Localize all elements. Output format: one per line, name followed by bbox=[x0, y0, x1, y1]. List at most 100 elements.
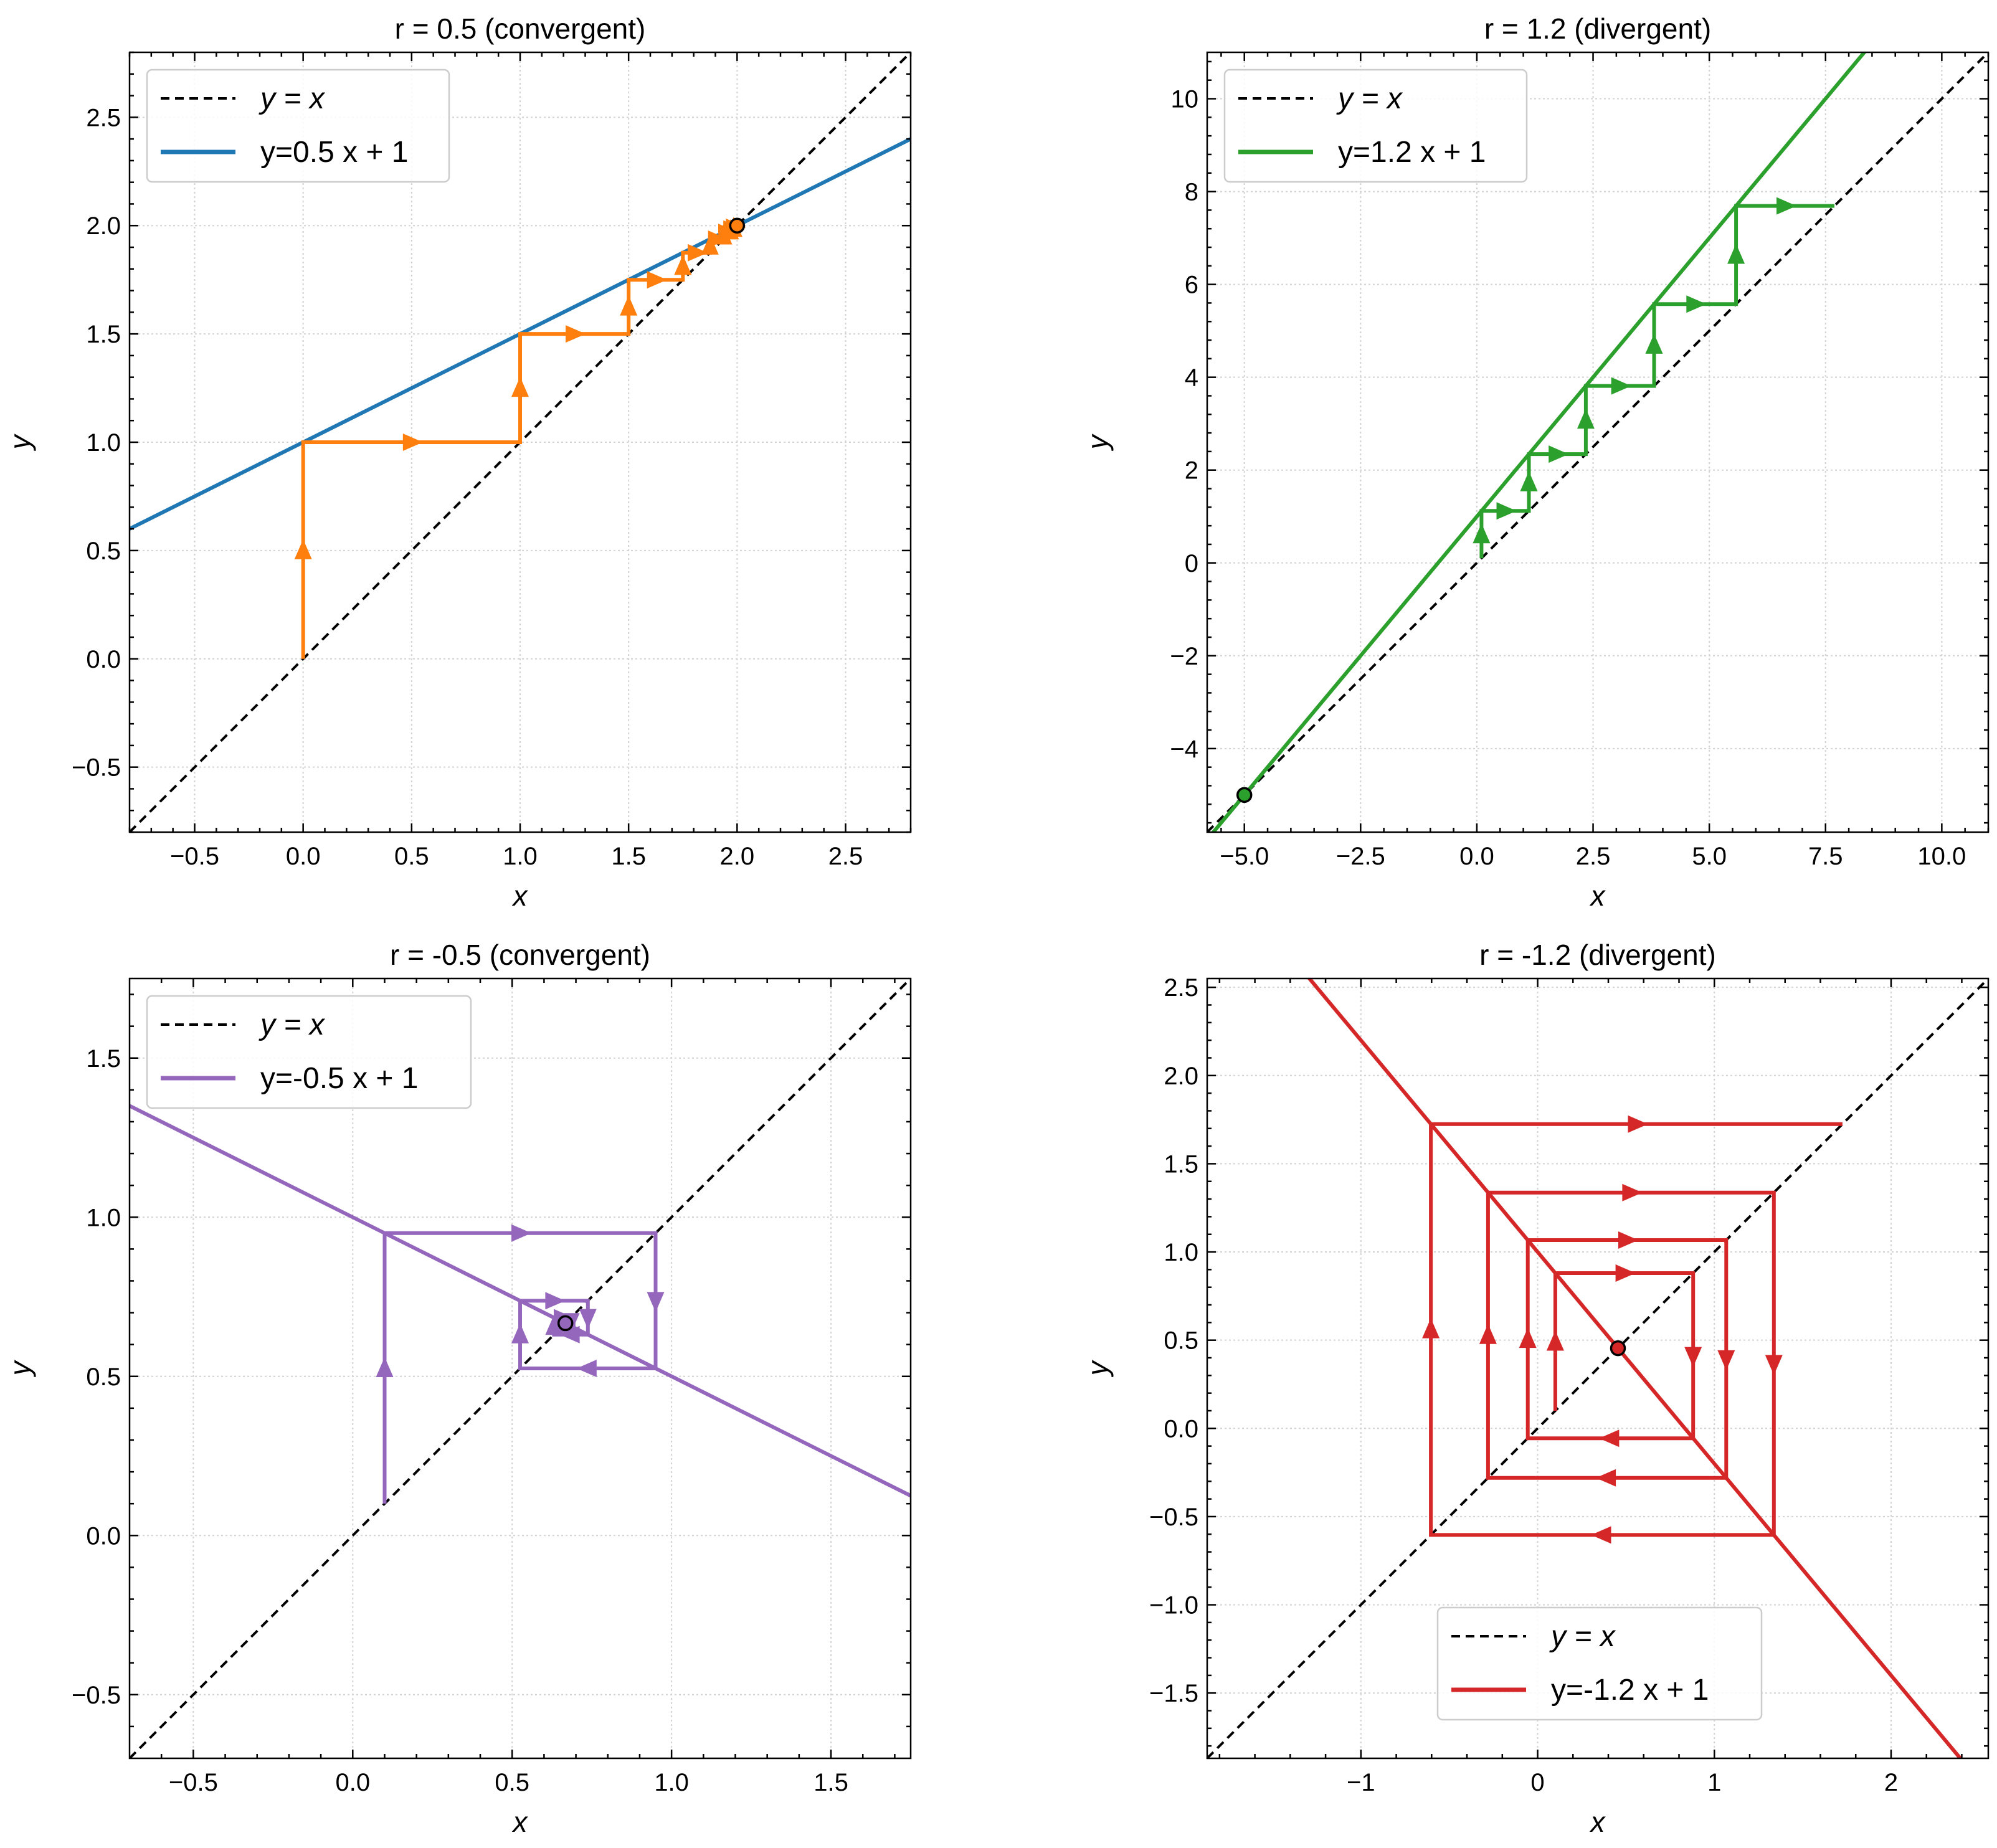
y-tick-label: −1.5 bbox=[1149, 1680, 1198, 1707]
x-axis-label: x bbox=[1590, 1806, 1606, 1838]
series-group bbox=[130, 52, 911, 832]
legend-entry-label: y = x bbox=[1336, 82, 1403, 115]
cobweb-arrow bbox=[674, 255, 692, 275]
panel-title: r = 0.5 (convergent) bbox=[395, 12, 646, 45]
cobweb-arrow bbox=[647, 1292, 665, 1312]
y-tick-label: 0.0 bbox=[86, 1522, 121, 1550]
y-tick-label: 2 bbox=[1185, 457, 1198, 485]
panel-title: r = -1.2 (divergent) bbox=[1479, 939, 1716, 971]
y-tick-label: −4 bbox=[1170, 736, 1198, 763]
panel-r-neg-0.5: −0.5 0.0 0.5 1.0 1.5 −0.5 0.0 0.5 1.0 1.5 r = -0.5… bbox=[4, 939, 912, 1838]
cobweb-arrow bbox=[1727, 244, 1745, 264]
cobweb-arrow bbox=[1591, 1526, 1611, 1544]
function-line bbox=[1211, 52, 1867, 832]
y-tick-label: 0.0 bbox=[86, 646, 121, 673]
series-group bbox=[1207, 52, 1988, 832]
y-tick-label: 2.5 bbox=[86, 104, 121, 131]
panel-title: r = -0.5 (convergent) bbox=[390, 939, 650, 971]
x-tick-label: 2.5 bbox=[828, 843, 863, 870]
legend-entry-label: y = x bbox=[259, 1008, 326, 1041]
tick-marks bbox=[1207, 52, 1990, 832]
y-tick-label: 8 bbox=[1185, 179, 1198, 206]
y-tick-label: 0.5 bbox=[86, 1363, 121, 1391]
x-tick-label: 2.5 bbox=[1576, 843, 1611, 870]
fixed-point-marker bbox=[729, 217, 746, 234]
y-tick-label: 0.0 bbox=[1164, 1415, 1198, 1443]
x-axis-label: x bbox=[1590, 879, 1606, 912]
series-group bbox=[130, 978, 911, 1758]
axes-frame bbox=[1206, 977, 1990, 1760]
cobweb-arrow bbox=[1611, 377, 1631, 395]
legend: y = x y=0.5 x + 1 bbox=[146, 69, 450, 183]
fixed-point-marker bbox=[557, 1315, 574, 1332]
cobweb-arrow bbox=[1473, 523, 1491, 544]
fixed-point-marker bbox=[1610, 1340, 1626, 1357]
cobweb-arrow bbox=[1577, 409, 1595, 429]
x-tick-label: −0.5 bbox=[170, 843, 219, 870]
y-tick-label: 1.5 bbox=[1164, 1150, 1198, 1178]
function-line bbox=[1307, 978, 1963, 1758]
cobweb-arrow bbox=[647, 271, 667, 289]
legend-entry-label: y=0.5 x + 1 bbox=[260, 136, 409, 169]
x-tick-label: 2.0 bbox=[720, 843, 755, 870]
legend-entry-label: y=1.2 x + 1 bbox=[1338, 136, 1486, 169]
identity-line bbox=[1207, 978, 1988, 1758]
cobweb-arrow bbox=[1618, 1231, 1639, 1249]
series-group bbox=[1207, 978, 1988, 1758]
x-axis-label: x bbox=[512, 1806, 529, 1838]
x-tick-label: 1 bbox=[1707, 1769, 1721, 1796]
tick-marks bbox=[1207, 978, 1988, 1758]
y-tick-label: −1.0 bbox=[1149, 1592, 1198, 1619]
y-tick-label: 2.0 bbox=[1164, 1063, 1198, 1090]
y-tick-label: 1.5 bbox=[86, 321, 121, 348]
y-tick-label: −2 bbox=[1170, 643, 1198, 670]
cobweb-arrow bbox=[1595, 1469, 1616, 1487]
x-tick-label: 2 bbox=[1884, 1769, 1898, 1796]
x-tick-label: 1.5 bbox=[814, 1769, 848, 1796]
y-tick-label: 10 bbox=[1171, 86, 1199, 113]
cobweb-arrow bbox=[1520, 471, 1538, 491]
y-tick-label: −0.5 bbox=[72, 1682, 121, 1709]
x-tick-label: −1 bbox=[1347, 1769, 1375, 1796]
x-tick-label: 0.0 bbox=[286, 843, 321, 870]
cobweb-arrow bbox=[511, 1323, 529, 1343]
x-tick-label: 0 bbox=[1530, 1769, 1544, 1796]
grid bbox=[130, 978, 911, 1758]
y-tick-label: 4 bbox=[1185, 364, 1198, 392]
tick-marks bbox=[128, 51, 912, 833]
cobweb-arrow bbox=[294, 539, 312, 559]
x-tick-label: 0.5 bbox=[394, 843, 429, 870]
legend-entry-label: y=-1.2 x + 1 bbox=[1551, 1674, 1709, 1707]
x-axis-label: x bbox=[512, 879, 529, 912]
cobweb-arrow bbox=[1615, 1264, 1636, 1282]
y-tick-label: −0.5 bbox=[72, 754, 121, 782]
fixed-point-marker bbox=[1236, 787, 1253, 803]
cobweb-path bbox=[1429, 1122, 1843, 1537]
legend-entry-label: y = x bbox=[259, 82, 326, 115]
y-tick-label: 1.0 bbox=[86, 429, 121, 457]
legend: y = x y=-0.5 x + 1 bbox=[146, 995, 472, 1109]
panel-r-1.2: −5.0 −2.5 0.0 2.5 5.0 7.5 10.0 −4 −2 0 2 4 6 8 10 r = 1… bbox=[1081, 12, 1990, 912]
cobweb-arrow bbox=[1519, 1327, 1537, 1348]
y-axis-label: y bbox=[4, 434, 36, 452]
x-tick-label: −0.5 bbox=[169, 1769, 218, 1796]
x-tick-label: 10.0 bbox=[1917, 843, 1966, 870]
cobweb-arrow bbox=[1599, 1429, 1620, 1448]
cobweb-arrow bbox=[1717, 1350, 1735, 1371]
cobweb-arrow bbox=[1422, 1318, 1440, 1339]
cobweb-arrow bbox=[620, 295, 638, 316]
cobweb-arrow bbox=[576, 1360, 597, 1377]
cobweb-arrow bbox=[1622, 1183, 1643, 1201]
x-tick-label: 0.0 bbox=[1459, 843, 1494, 870]
cobweb-arrow bbox=[566, 325, 586, 343]
cobweb-arrow bbox=[511, 1224, 532, 1242]
cobweb-arrow bbox=[1479, 1324, 1497, 1344]
cobweb-arrow bbox=[1776, 197, 1797, 215]
y-tick-label: 2.0 bbox=[86, 212, 121, 240]
x-tick-label: 1.0 bbox=[503, 843, 538, 870]
x-tick-label: −5.0 bbox=[1220, 843, 1269, 870]
y-axis-label: y bbox=[1081, 434, 1114, 452]
y-tick-label: −0.5 bbox=[1149, 1504, 1198, 1531]
y-axis-label: y bbox=[1081, 1360, 1114, 1378]
